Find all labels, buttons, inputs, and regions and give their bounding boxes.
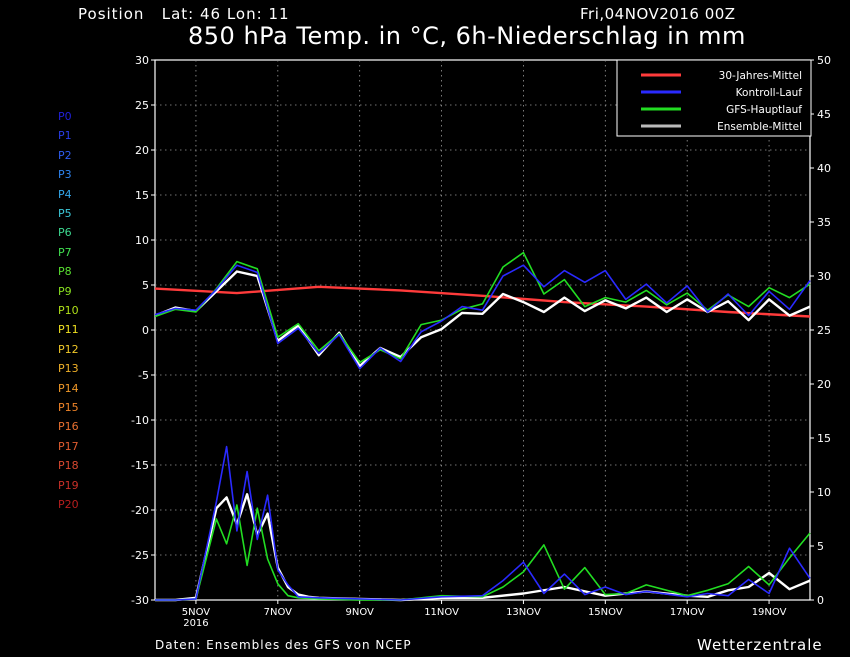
member-label: P8: [58, 265, 72, 279]
member-label: P14: [58, 381, 79, 395]
chart-title: 850 hPa Temp. in °C, 6h-Niederschlag in …: [188, 22, 746, 50]
y-right-tick-label: 35: [817, 216, 831, 229]
y-left-tick-label: -15: [131, 459, 149, 472]
legend-label: Kontroll-Lauf: [736, 87, 803, 99]
y-right-tick-label: 30: [817, 270, 831, 283]
run-time-label: Fri,04NOV2016 00Z: [580, 5, 736, 23]
y-right-tick-label: 20: [817, 378, 831, 391]
member-label: P4: [58, 187, 72, 201]
y-left-tick-label: -20: [131, 504, 149, 517]
temp-line-kontroll-lauf: [154, 264, 811, 370]
x-tick-label: 19NOV: [752, 607, 787, 618]
y-right-tick-label: 25: [817, 324, 831, 337]
data-source-note: Daten: Ensembles des GFS von NCEP: [155, 638, 412, 652]
y-right-tick-label: 10: [817, 486, 831, 499]
y-right-tick-label: 5: [817, 540, 824, 553]
y-left-tick-label: -5: [138, 369, 149, 382]
y-right-tick-label: 45: [817, 108, 831, 121]
y-right-tick-label: 40: [817, 162, 831, 175]
temp-line-ensemble-mittel: [154, 270, 811, 368]
member-label: P16: [58, 420, 79, 434]
member-label: P10: [58, 304, 79, 317]
y-left-tick-label: 10: [135, 234, 149, 247]
y-left-tick-label: -30: [131, 594, 149, 607]
member-label: P20: [58, 498, 79, 511]
member-label: P6: [58, 226, 72, 240]
y-right-tick-label: 50: [817, 54, 831, 67]
member-label: P11: [58, 323, 79, 337]
x-tick-label: 11NOV: [424, 607, 459, 618]
member-label: P0: [58, 110, 72, 123]
legend-label: 30-Jahres-Mittel: [719, 70, 802, 82]
member-label: P2: [58, 148, 72, 162]
brand-label: Wetterzentrale: [697, 636, 823, 654]
y-left-tick-label: 20: [135, 144, 149, 157]
longitude-text: Lon: 11: [226, 5, 290, 23]
y-left-tick-label: -10: [131, 414, 149, 427]
x-tick-label: 9NOV: [345, 607, 374, 618]
legend-label: Ensemble-Mittel: [717, 121, 802, 133]
member-label: P3: [58, 168, 72, 182]
member-label: P19: [58, 478, 79, 492]
y-right-tick-label: 0: [817, 594, 824, 607]
x-tick-label: 5NOV: [182, 607, 211, 618]
position-text: Position: [78, 5, 145, 23]
y-left-tick-label: 25: [135, 99, 149, 112]
member-label: P12: [58, 342, 79, 356]
member-label: P15: [58, 401, 79, 414]
x-tick-label: 15NOV: [588, 607, 623, 618]
y-left-tick-label: -25: [131, 549, 149, 562]
x-tick-label: 17NOV: [670, 607, 705, 618]
y-left-tick-label: 15: [135, 189, 149, 202]
x-tick-label: 7NOV: [264, 607, 293, 618]
member-label: P18: [58, 459, 79, 473]
precip-line-kontroll-lauf: [155, 445, 811, 601]
legend-label: GFS-Hauptlauf: [726, 104, 802, 116]
legend-box: [616, 59, 812, 137]
x-tick-label: 13NOV: [506, 607, 541, 618]
member-label: P5: [58, 207, 72, 220]
latitude-text: Lat: 46: [161, 5, 222, 23]
member-label: P1: [58, 129, 72, 143]
y-right-tick-label: 15: [817, 432, 831, 445]
member-label: P9: [58, 284, 72, 298]
y-left-tick-label: 5: [142, 279, 149, 292]
member-label: P7: [58, 245, 72, 259]
y-left-tick-label: 30: [135, 54, 149, 67]
position-label: Position Lat: 46 Lon: 11: [78, 5, 290, 23]
member-label: P13: [58, 362, 79, 376]
x-year-label: 2016: [183, 618, 208, 629]
temp-line-30-jahres-mittel: [154, 285, 811, 318]
member-label: P17: [58, 439, 79, 453]
y-left-tick-label: 0: [142, 324, 149, 337]
